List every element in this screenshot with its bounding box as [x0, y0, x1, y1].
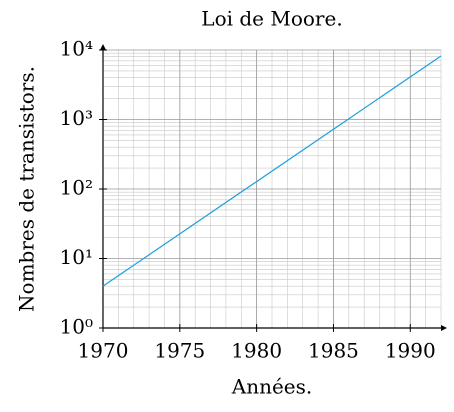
y-tick-label: 10⁴: [60, 37, 93, 61]
data-line: [102, 55, 442, 287]
y-tick-label: 10⁰: [60, 315, 93, 339]
x-tick-label: 1985: [308, 339, 359, 363]
x-tick-label: 1980: [231, 339, 282, 363]
x-tick-label: 1970: [78, 339, 129, 363]
y-axis-label: Nombres de transistors.: [15, 66, 39, 312]
y-tick-label: 10¹: [60, 245, 93, 269]
x-axis-arrow: [441, 325, 447, 331]
x-tick-label: 1975: [154, 339, 205, 363]
x-tick-label: 1990: [385, 339, 436, 363]
chart-title: Loi de Moore.: [201, 7, 342, 31]
y-axis-arrow: [100, 44, 106, 50]
y-tick-label: 10²: [60, 176, 93, 200]
y-tick-label: 10³: [60, 106, 93, 130]
x-axis-label: Années.: [231, 375, 313, 399]
